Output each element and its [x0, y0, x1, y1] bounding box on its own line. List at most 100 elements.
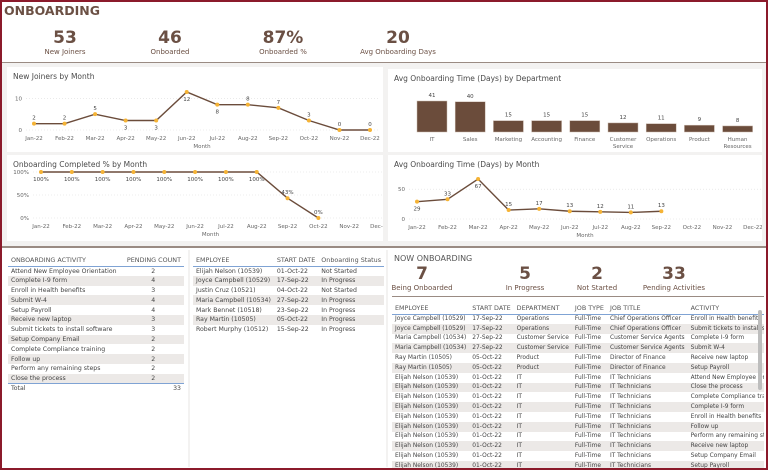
scrollbar[interactable] [758, 310, 762, 390]
bar [645, 123, 677, 133]
table-row[interactable]: Submit W-4 4 [8, 295, 184, 306]
table-row[interactable]: Maria Campbell (10534) 27-Sep-22 Customer … [392, 343, 764, 354]
col-start-date[interactable]: START DATE [276, 255, 316, 264]
table-row[interactable]: Elijah Nelson (10539) 01-Oct-22 IT Full-Tim… [392, 412, 764, 422]
table-row[interactable]: Joyce Campbell (10529) 17-Sep-22 Operation… [392, 314, 764, 324]
table-row[interactable]: Elijah Nelson (10539) 01-Oct-22 IT Full-Tim… [392, 432, 764, 442]
table-row[interactable]: Ray Martin (10505) 05-Oct-22 Product Full-T… [392, 362, 764, 373]
table-row[interactable]: Setup Company Email 2 [8, 334, 184, 345]
table-cell: Submit W-4 [8, 295, 123, 306]
table-cell: Receive new laptop [690, 355, 749, 362]
table-cell: Elijah Nelson (10539) [395, 374, 459, 381]
col-department[interactable]: DEPARTMENT [516, 303, 560, 312]
x-tick-label: Nov-22 [339, 224, 359, 230]
table-row[interactable]: Elijah Nelson (10539) 01-Oct-22 IT Full-Tim… [392, 421, 764, 432]
table-row[interactable]: Receive new laptop 3 [8, 314, 184, 325]
data-label: 8 [246, 97, 250, 103]
col-employee[interactable]: EMPLOYEE [395, 303, 429, 312]
col-activity[interactable]: ONBOARDING ACTIVITY [11, 255, 86, 264]
table-row[interactable]: Maria Campbell (10534) 27-Sep-22 In Progre… [193, 295, 385, 306]
chart-title: Onboarding Completed % by Month [13, 160, 148, 169]
data-label: 67 [475, 184, 482, 190]
table-row[interactable]: Elijah Nelson (10539) 01-Oct-22 IT Full-Tim… [392, 460, 764, 468]
table-row[interactable]: Justin Cruz (10521) 04-Oct-22 Not Started [193, 286, 384, 296]
table-cell: 2 [151, 365, 156, 373]
data-label: 100% [64, 177, 80, 183]
table-cell: Chief Operations Officer [606, 323, 688, 334]
table-row[interactable]: Setup Payroll 4 [8, 305, 184, 315]
table-row[interactable]: Joyce Campbell (10529) 17-Sep-22 Operation… [392, 323, 764, 334]
table-row[interactable]: Maria Campbell (10534) 27-Sep-22 Customer … [392, 334, 764, 344]
table-cell: 05-Oct-22 [273, 314, 319, 325]
col-status[interactable]: Onboarding Status [321, 255, 382, 264]
col-start-date[interactable]: START DATE [472, 303, 511, 312]
table-cell: Submit W-4 [687, 343, 764, 354]
x-tick-label: Oct-22 [309, 224, 328, 230]
table-row[interactable]: Robert Murphy (10512) 15-Sep-22 In Progres… [193, 325, 384, 335]
col-job-type[interactable]: JOB TYPE [574, 303, 604, 312]
table-row[interactable]: Complete Compliance training 2 [8, 344, 184, 354]
table-cell: Operations [513, 323, 572, 334]
charts-area: New Joiners by Month 0 10 Jan-22 Feb-22 Mar-2… [2, 63, 766, 246]
table-row[interactable]: Attend New Employee Orientation 2 [8, 266, 184, 276]
table-row[interactable]: Elijah Nelson (10539) 01-Oct-22 IT Full-Tim… [392, 441, 764, 452]
data-label: 100% [218, 177, 234, 183]
col-activity[interactable]: ACTIVITY [690, 303, 720, 312]
table-row[interactable]: Elijah Nelson (10539) 01-Oct-22 IT Full-Tim… [392, 392, 764, 402]
table-cell: 2 [122, 354, 184, 364]
chart-title: New Joiners by Month [13, 72, 95, 81]
table-cell: IT [513, 441, 572, 452]
y-tick-label: 100% [13, 170, 29, 176]
table-row[interactable]: Submit tickets to install software 3 [8, 325, 184, 335]
data-label: 2 [63, 116, 67, 122]
table-cell: Product [513, 362, 572, 373]
table-cell: Mark Bennet (10518) [196, 306, 262, 314]
data-point [628, 210, 633, 215]
x-tick-label: IT [430, 137, 436, 143]
table-row[interactable]: Elijah Nelson (10539) 01-Oct-22 IT Full-Tim… [392, 382, 764, 393]
table-cell: IT Technicians [606, 382, 688, 393]
table-cell: Enroll in Health benefits [690, 316, 762, 323]
table-cell: Full-Time [571, 382, 607, 393]
table-row[interactable]: Joyce Campbell (10529) 17-Sep-22 In Progre… [193, 275, 385, 286]
table-row[interactable]: Mark Bennet (10518) 23-Sep-22 In Progress [193, 305, 384, 315]
table-cell: IT [516, 394, 522, 401]
bar [454, 101, 486, 133]
table-row[interactable]: Elijah Nelson (10539) 01-Oct-22 IT Full-Tim… [392, 451, 764, 461]
table-cell: Perform any remaining steps [11, 365, 101, 373]
table-row[interactable]: Ray Martin (10505) 05-Oct-22 In Progress [193, 314, 385, 325]
table-row[interactable]: Ray Martin (10505) 05-Oct-22 Product Full-T… [392, 353, 764, 363]
kpi-label: Avg Onboarding Days [360, 48, 436, 56]
x-tick-label: Resources [724, 144, 752, 150]
bar [493, 120, 524, 133]
col-pending-count[interactable]: PENDING COUNT [126, 255, 181, 264]
table-cell: Full-Time [571, 362, 607, 373]
data-label: 15 [505, 202, 512, 208]
table-cell: 01-Oct-22 [472, 453, 502, 460]
table-row[interactable]: Elijah Nelson (10539) 01-Oct-22 IT Full-Tim… [392, 402, 764, 412]
x-tick-label: Accounting [531, 137, 562, 143]
data-point [193, 170, 198, 174]
table-row[interactable]: Perform any remaining steps 2 [8, 364, 184, 374]
table-cell: Director of Finance [606, 362, 688, 373]
data-point [93, 112, 98, 117]
table-row[interactable]: Close the process 2 [8, 373, 184, 384]
data-point [276, 105, 281, 110]
table-cell: Full-Time [571, 441, 607, 452]
data-point [659, 209, 664, 214]
col-employee[interactable]: EMPLOYEE [196, 255, 230, 264]
data-label: 3 [307, 113, 311, 119]
table-row[interactable]: Elijah Nelson (10539) 01-Oct-22 IT Full-Tim… [392, 373, 764, 383]
table-cell: 04-Oct-22 [276, 286, 308, 294]
table-cell: Ray Martin (10505) [193, 314, 274, 325]
table-row[interactable]: Complete I-9 form 4 [8, 275, 184, 286]
table-cell: Close the process [8, 373, 123, 384]
table-row[interactable]: Elijah Nelson (10539) 01-Oct-22 Not Starte… [193, 266, 384, 276]
kpi-value: 5 [519, 264, 531, 284]
table-cell: Full-Time [574, 413, 601, 420]
x-tick-label: Oct-22 [300, 136, 319, 142]
table-row[interactable]: Follow up 2 [8, 354, 184, 364]
table-row[interactable]: Enroll in Health benefits 3 [8, 286, 184, 296]
col-job-title[interactable]: JOB TITLE [609, 303, 641, 312]
data-point [123, 118, 128, 123]
